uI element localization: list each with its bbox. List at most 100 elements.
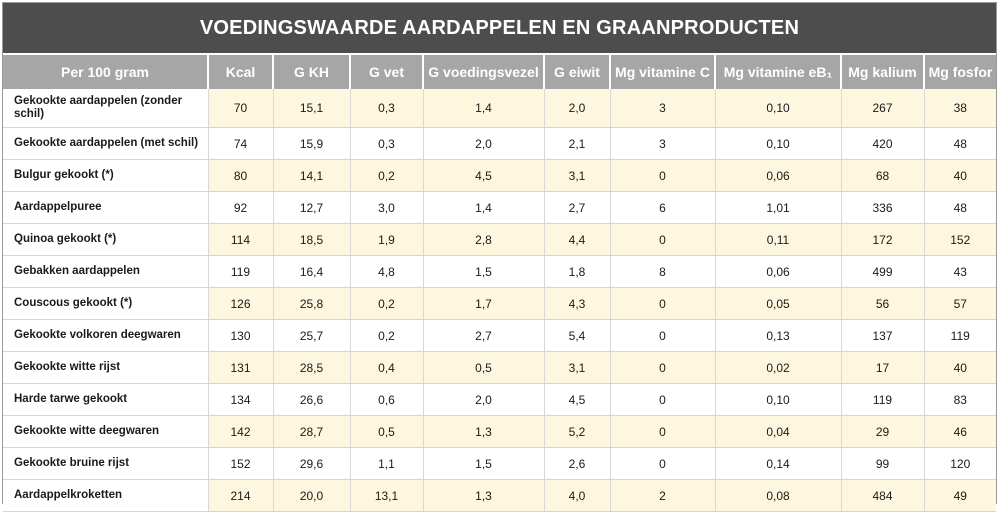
cell-mg-kalium: 99 (841, 447, 925, 480)
cell-mg-vitamine-eb1: 0,10 (715, 89, 842, 128)
cell-g-eiwit: 5,4 (544, 319, 611, 352)
cell-g-eiwit: 2,0 (544, 89, 611, 128)
cell-food-name: Gekookte witte rijst (3, 351, 209, 384)
cell-g-eiwit: 2,7 (544, 191, 611, 224)
cell-mg-vitamine-eb1: 0,05 (715, 287, 842, 320)
cell-mg-fosfor: 83 (924, 383, 996, 416)
cell-mg-kalium: 137 (841, 319, 925, 352)
cell-mg-kalium: 267 (841, 89, 925, 128)
cell-mg-vitamine-eb1: 0,14 (715, 447, 842, 480)
cell-g-voedingsvezel: 2,0 (423, 127, 545, 160)
cell-g-kh: 20,0 (273, 479, 351, 512)
cell-mg-vitamine-eb1: 0,04 (715, 415, 842, 448)
cell-kcal: 92 (208, 191, 274, 224)
table-row: Gekookte witte rijst 131 28,5 0,4 0,5 3,1 0 0,0… (3, 351, 996, 384)
cell-g-vet: 3,0 (350, 191, 424, 224)
cell-g-eiwit: 1,8 (544, 255, 611, 288)
cell-kcal: 131 (208, 351, 274, 384)
cell-mg-kalium: 499 (841, 255, 925, 288)
cell-kcal: 119 (208, 255, 274, 288)
table-row: Gekookte volkoren deegwaren 130 25,7 0,2 2,7… (3, 319, 996, 352)
cell-g-kh: 29,6 (273, 447, 351, 480)
table-row: Gebakken aardappelen 119 16,4 4,8 1,5 1,8 8 0,0… (3, 255, 996, 288)
cell-kcal: 70 (208, 89, 274, 128)
cell-g-voedingsvezel: 1,7 (423, 287, 545, 320)
cell-mg-kalium: 56 (841, 287, 925, 320)
cell-g-kh: 25,8 (273, 287, 351, 320)
cell-mg-kalium: 29 (841, 415, 925, 448)
cell-g-eiwit: 4,0 (544, 479, 611, 512)
cell-kcal: 74 (208, 127, 274, 160)
cell-g-vet: 1,1 (350, 447, 424, 480)
table-row: Aardappelkroketten 214 20,0 13,1 1,3 4,0 2 0,08… (3, 479, 996, 512)
cell-mg-vitamine-c: 0 (610, 351, 716, 384)
cell-mg-fosfor: 40 (924, 351, 996, 384)
cell-mg-fosfor: 49 (924, 479, 996, 512)
cell-mg-fosfor: 120 (924, 447, 996, 480)
col-header-per-100-gram: Per 100 gram (3, 55, 209, 89)
cell-g-voedingsvezel: 2,0 (423, 383, 545, 416)
col-header-mg-fosfor: Mg fosfor (924, 55, 996, 89)
table-row: Quinoa gekookt (*) 114 18,5 1,9 2,8 4,4 0 0,11 1… (3, 223, 996, 256)
cell-food-name: Couscous gekookt (*) (3, 287, 209, 320)
cell-g-vet: 0,2 (350, 159, 424, 192)
cell-food-name: Gekookte bruine rijst (3, 447, 209, 480)
cell-mg-vitamine-c: 3 (610, 89, 716, 128)
cell-g-voedingsvezel: 1,3 (423, 479, 545, 512)
header-row: Per 100 gram Kcal G KH G vet G voedingsv… (3, 55, 996, 89)
table-row: Harde tarwe gekookt 134 26,6 0,6 2,0 4,5 0 0,10… (3, 383, 996, 416)
cell-mg-vitamine-c: 8 (610, 255, 716, 288)
cell-g-kh: 15,9 (273, 127, 351, 160)
cell-g-voedingsvezel: 1,5 (423, 255, 545, 288)
table-row: Bulgur gekookt (*) 80 14,1 0,2 4,5 3,1 0 0,06 68… (3, 159, 996, 192)
table-row: Gekookte bruine rijst 152 29,6 1,1 1,5 2,6 0 0,… (3, 447, 996, 480)
cell-food-name: Gekookte witte deegwaren (3, 415, 209, 448)
cell-g-kh: 18,5 (273, 223, 351, 256)
cell-g-kh: 28,7 (273, 415, 351, 448)
cell-mg-vitamine-c: 0 (610, 223, 716, 256)
cell-mg-fosfor: 40 (924, 159, 996, 192)
cell-mg-kalium: 68 (841, 159, 925, 192)
col-header-g-eiwit: G eiwit (544, 55, 611, 89)
table-row: Gekookte witte deegwaren 142 28,7 0,5 1,3 5,2… (3, 415, 996, 448)
cell-g-kh: 26,6 (273, 383, 351, 416)
col-header-mg-kalium: Mg kalium (841, 55, 925, 89)
cell-mg-vitamine-c: 0 (610, 287, 716, 320)
cell-g-eiwit: 4,5 (544, 383, 611, 416)
cell-g-kh: 16,4 (273, 255, 351, 288)
cell-g-vet: 13,1 (350, 479, 424, 512)
cell-g-vet: 0,3 (350, 127, 424, 160)
cell-g-voedingsvezel: 1,4 (423, 89, 545, 128)
cell-g-voedingsvezel: 1,3 (423, 415, 545, 448)
col-header-g-vet: G vet (350, 55, 424, 89)
cell-kcal: 142 (208, 415, 274, 448)
cell-mg-fosfor: 119 (924, 319, 996, 352)
cell-g-eiwit: 4,3 (544, 287, 611, 320)
cell-kcal: 130 (208, 319, 274, 352)
cell-mg-kalium: 119 (841, 383, 925, 416)
cell-mg-vitamine-c: 0 (610, 383, 716, 416)
cell-food-name: Quinoa gekookt (*) (3, 223, 209, 256)
cell-mg-vitamine-c: 0 (610, 447, 716, 480)
cell-kcal: 126 (208, 287, 274, 320)
table-title: VOEDINGSWAARDE AARDAPPELEN EN GRAANPRODU… (3, 3, 996, 53)
cell-kcal: 114 (208, 223, 274, 256)
cell-g-vet: 0,5 (350, 415, 424, 448)
cell-food-name: Gekookte volkoren deegwaren (3, 319, 209, 352)
cell-g-voedingsvezel: 1,5 (423, 447, 545, 480)
cell-g-eiwit: 4,4 (544, 223, 611, 256)
cell-food-name: Gekookte aardappelen (met schil) (3, 127, 209, 160)
cell-g-eiwit: 5,2 (544, 415, 611, 448)
cell-mg-vitamine-eb1: 0,06 (715, 159, 842, 192)
cell-g-kh: 28,5 (273, 351, 351, 384)
cell-g-kh: 14,1 (273, 159, 351, 192)
cell-g-vet: 0,6 (350, 383, 424, 416)
cell-mg-fosfor: 152 (924, 223, 996, 256)
cell-kcal: 134 (208, 383, 274, 416)
cell-food-name: Harde tarwe gekookt (3, 383, 209, 416)
cell-mg-vitamine-eb1: 1,01 (715, 191, 842, 224)
cell-mg-fosfor: 48 (924, 127, 996, 160)
cell-mg-fosfor: 43 (924, 255, 996, 288)
cell-mg-kalium: 336 (841, 191, 925, 224)
